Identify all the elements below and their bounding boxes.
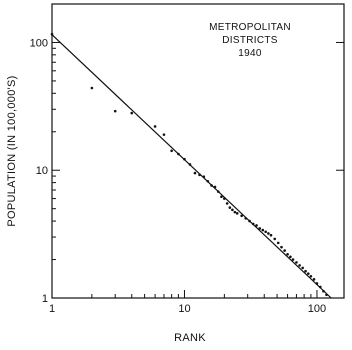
data-point xyxy=(240,214,243,218)
y-axis-title: POPULATION (IN 100,000'S) xyxy=(6,75,18,226)
data-point xyxy=(251,222,255,226)
data-point xyxy=(233,210,237,214)
data-point xyxy=(301,266,304,270)
data-point xyxy=(202,175,206,178)
data-point xyxy=(193,171,197,175)
data-point xyxy=(322,289,325,293)
data-point xyxy=(231,208,234,212)
data-point xyxy=(225,202,229,205)
data-point xyxy=(220,195,223,199)
data-point xyxy=(264,230,267,234)
data-point xyxy=(312,278,316,281)
data-point xyxy=(325,293,328,297)
data-point xyxy=(319,285,322,289)
data-point xyxy=(162,133,166,136)
data-point xyxy=(309,274,313,278)
plot-frame xyxy=(51,3,345,299)
axis-ticks xyxy=(51,3,344,299)
data-point xyxy=(223,197,226,200)
data-point xyxy=(280,245,283,249)
data-point xyxy=(248,219,251,223)
data-point xyxy=(153,125,157,128)
data-point xyxy=(304,269,307,273)
y-tick-label: 10 xyxy=(36,165,48,177)
data-point xyxy=(177,152,180,156)
x-tick-label: 1 xyxy=(49,303,55,315)
data-points xyxy=(50,32,328,297)
data-point xyxy=(244,217,248,220)
data-point xyxy=(286,252,289,256)
data-point xyxy=(170,149,173,153)
annotation-line-1: METROPOLITAN xyxy=(209,22,291,33)
data-point xyxy=(289,255,292,259)
x-tick-label: 10 xyxy=(178,303,190,315)
data-point xyxy=(291,258,295,261)
data-point xyxy=(130,111,134,115)
data-point xyxy=(273,237,277,241)
data-point xyxy=(188,163,192,166)
data-point xyxy=(295,261,298,264)
data-point xyxy=(113,109,117,113)
data-point xyxy=(90,86,94,90)
data-point xyxy=(228,206,232,209)
annotation-line-2: DISTRICTS xyxy=(222,35,278,46)
data-point xyxy=(298,264,301,267)
data-point xyxy=(50,32,54,36)
data-point xyxy=(206,179,210,183)
data-point xyxy=(315,282,319,285)
data-point xyxy=(258,227,262,230)
y-tick-label: 100 xyxy=(30,37,48,49)
data-point xyxy=(255,224,258,227)
data-point xyxy=(267,232,270,235)
data-point xyxy=(216,190,220,193)
data-point xyxy=(261,228,265,232)
data-point xyxy=(213,185,217,189)
data-point xyxy=(210,184,213,187)
y-tick-label: 1 xyxy=(42,293,48,305)
data-point xyxy=(269,233,273,237)
x-axis-title: RANK xyxy=(174,332,206,344)
data-point xyxy=(276,241,280,245)
data-point xyxy=(198,173,201,177)
data-point xyxy=(283,249,286,252)
data-point xyxy=(183,157,186,161)
tick-labels: 1 10 100 1 10 100 xyxy=(30,37,326,315)
data-point xyxy=(235,212,239,215)
data-point xyxy=(306,272,310,275)
x-tick-label: 100 xyxy=(308,303,326,315)
annotation-line-3: 1940 xyxy=(238,48,262,59)
fit-line xyxy=(51,34,332,299)
